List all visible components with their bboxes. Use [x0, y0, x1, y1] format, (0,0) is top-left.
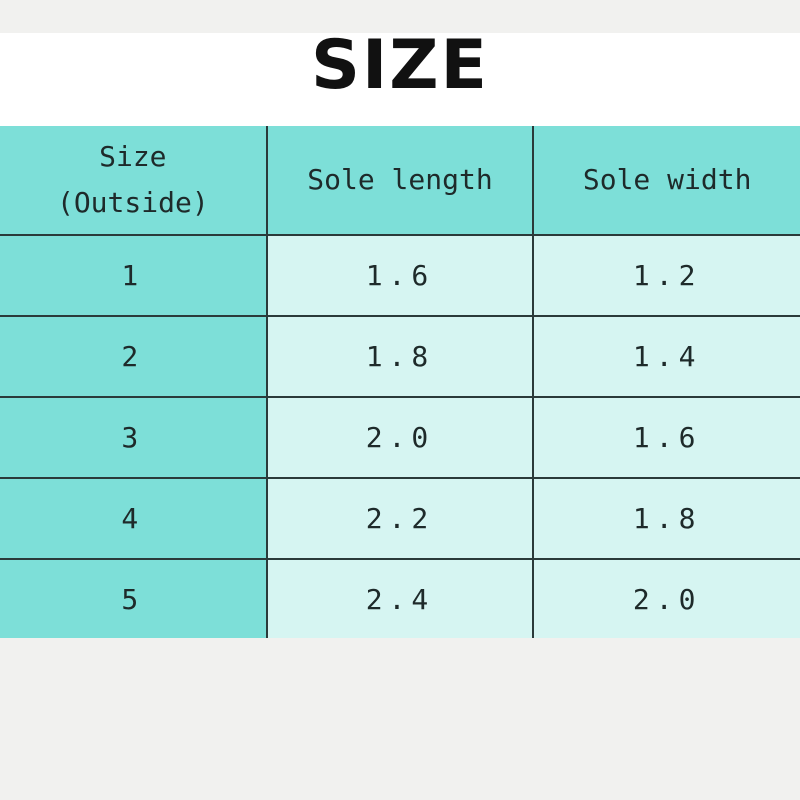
header-size-line2: (Outside)	[56, 186, 209, 219]
header-size-line1: Size	[99, 140, 167, 173]
sole-width-cell: 1.6	[532, 396, 800, 479]
header-size: Size (Outside)	[0, 126, 268, 236]
table-row: 2 1.8 1.4	[0, 315, 800, 398]
size-cell: 4	[0, 477, 268, 560]
sole-length-cell: 2.0	[265, 396, 535, 479]
table-row: 4 2.2 1.8	[0, 477, 800, 560]
header-sole-length: Sole length	[265, 126, 535, 236]
sole-length-cell: 1.6	[265, 235, 535, 317]
sole-width-cell: 1.4	[532, 315, 800, 398]
table-row: 1 1.6 1.2	[0, 235, 800, 317]
header-row: Size (Outside) Sole length Sole width	[0, 126, 800, 236]
size-cell: 5	[0, 558, 268, 641]
size-table: Size (Outside) Sole length Sole width 1 1.…	[0, 126, 800, 641]
title-band	[0, 33, 800, 126]
sole-width-cell: 1.2	[532, 235, 800, 317]
sole-width-cell: 2.0	[532, 558, 800, 641]
table-row: 5 2.4 2.0	[0, 558, 800, 641]
sole-length-cell: 2.2	[265, 477, 535, 560]
bottom-background	[0, 638, 800, 800]
sole-length-cell: 1.8	[265, 315, 535, 398]
sole-width-cell: 1.8	[532, 477, 800, 560]
sole-length-cell: 2.4	[265, 558, 535, 641]
size-cell: 3	[0, 396, 268, 479]
table-row: 3 2.0 1.6	[0, 396, 800, 479]
size-cell: 2	[0, 315, 268, 398]
size-cell: 1	[0, 235, 268, 317]
header-sole-width: Sole width	[532, 126, 800, 236]
page-title: SIZE	[310, 26, 490, 105]
